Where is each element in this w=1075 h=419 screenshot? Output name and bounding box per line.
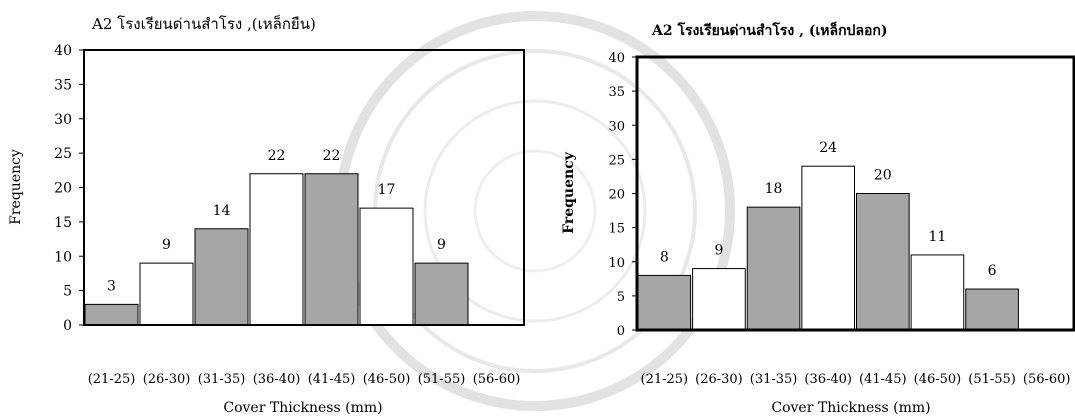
category-label: (41-45) bbox=[308, 372, 356, 387]
data-label: 18 bbox=[765, 181, 783, 197]
plot-area: 0 5 10 15 20 25 30 35 40 8 9 18 24 20 11 6 (21-25) (26-30… bbox=[608, 51, 1075, 387]
data-label: 11 bbox=[929, 229, 947, 245]
chart-title: A2 โรงเรียนด่านสำโรง ,(เหล็กยืน) bbox=[91, 14, 316, 33]
bar bbox=[194, 228, 249, 326]
y-tick-label: 40 bbox=[54, 43, 72, 59]
category-label: (21-25) bbox=[88, 372, 136, 387]
data-label: 6 bbox=[988, 263, 997, 279]
data-label: 20 bbox=[874, 168, 892, 184]
y-tick-label: 30 bbox=[608, 119, 625, 134]
y-tick-label: 10 bbox=[608, 256, 625, 271]
data-label: 14 bbox=[213, 203, 231, 219]
category-label: (36-40) bbox=[804, 372, 852, 387]
plot-border bbox=[83, 49, 525, 326]
category-label: (46-50) bbox=[914, 372, 962, 387]
bar bbox=[637, 274, 692, 331]
y-tick-label: 40 bbox=[608, 51, 625, 66]
data-label: 3 bbox=[107, 278, 116, 294]
plot-border bbox=[635, 55, 1075, 332]
category-label: (56-60) bbox=[1023, 372, 1071, 387]
bar bbox=[414, 262, 469, 326]
category-label: (46-50) bbox=[363, 372, 411, 387]
y-tick-label: 5 bbox=[63, 284, 72, 300]
y-tick-label: 10 bbox=[54, 249, 72, 265]
chart-left: A2 โรงเรียนด่านสำโรง ,(เหล็กยืน) Frequen… bbox=[8, 14, 525, 416]
category-label: (31-35) bbox=[198, 372, 246, 387]
bar bbox=[746, 206, 801, 331]
data-label: 17 bbox=[378, 182, 396, 198]
y-axis-label: Frequency bbox=[8, 149, 24, 225]
data-label: 22 bbox=[323, 148, 341, 164]
y-tick-label: 30 bbox=[54, 112, 72, 128]
bar bbox=[856, 193, 910, 331]
bar bbox=[801, 165, 855, 331]
y-tick-label: 0 bbox=[617, 324, 625, 339]
category-label: (26-30) bbox=[695, 372, 743, 387]
y-tick-label: 5 bbox=[617, 290, 625, 305]
category-label: (56-60) bbox=[473, 372, 521, 387]
bar bbox=[139, 262, 194, 326]
category-label: (26-30) bbox=[143, 372, 191, 387]
category-label: (36-40) bbox=[253, 372, 301, 387]
y-tick-label: 35 bbox=[54, 77, 72, 93]
y-tick-label: 20 bbox=[608, 188, 625, 203]
data-label: 9 bbox=[714, 243, 723, 259]
data-label: 24 bbox=[819, 140, 837, 156]
bar bbox=[910, 254, 965, 331]
bar bbox=[84, 303, 139, 326]
category-label: (31-35) bbox=[750, 372, 798, 387]
data-label: 9 bbox=[437, 237, 446, 253]
plot-area: 0 5 10 15 20 25 30 35 40 3 9 14 22 22 17 9 (21-25) (26-30… bbox=[54, 43, 525, 387]
y-axis-label: Frequency bbox=[561, 151, 577, 234]
bar bbox=[692, 268, 746, 331]
y-tick-label: 15 bbox=[54, 215, 72, 231]
category-label: (41-45) bbox=[859, 372, 907, 387]
category-label: (51-55) bbox=[968, 372, 1016, 387]
y-tick-label: 25 bbox=[54, 146, 72, 162]
category-label: (21-25) bbox=[641, 372, 689, 387]
y-tick-label: 20 bbox=[54, 181, 72, 197]
bar bbox=[965, 288, 1019, 331]
data-label: 9 bbox=[162, 237, 171, 253]
data-label: 8 bbox=[660, 249, 669, 265]
chart-title: A2 โรงเรียนด่านสำโรง , (เหล็กปลอก) bbox=[651, 21, 888, 39]
bar bbox=[249, 173, 304, 326]
x-axis-label: Cover Thickness (mm) bbox=[223, 400, 382, 416]
y-tick-label: 35 bbox=[608, 85, 625, 100]
y-tick-label: 0 bbox=[63, 318, 72, 334]
bar bbox=[304, 173, 359, 326]
y-tick-label: 15 bbox=[608, 222, 625, 237]
y-tick-label: 25 bbox=[608, 153, 625, 168]
x-axis-label: Cover Thickness (mm) bbox=[771, 400, 930, 416]
category-label: (51-55) bbox=[418, 372, 466, 387]
chart-right: A2 โรงเรียนด่านสำโรง , (เหล็กปลอก) Frequ… bbox=[561, 21, 1075, 416]
bar bbox=[359, 207, 414, 326]
data-label: 22 bbox=[268, 148, 286, 164]
